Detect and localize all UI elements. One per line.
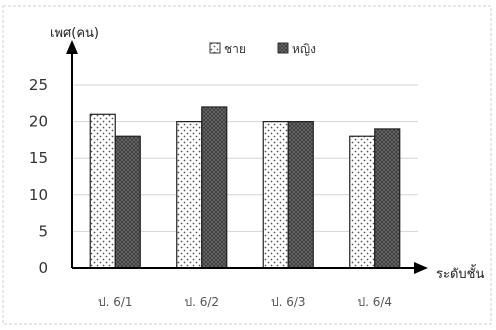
legend-label-female: หญิง	[292, 42, 316, 56]
legend-swatch-male	[209, 42, 221, 54]
bar-male	[349, 135, 376, 269]
x-category-label: ป. 6/2	[184, 295, 219, 309]
y-tick-label: 25	[29, 76, 48, 94]
bar-female	[114, 135, 141, 269]
chart-frame	[2, 5, 492, 325]
bar-male	[262, 120, 289, 269]
bar-male	[176, 120, 203, 269]
bar-female	[201, 106, 228, 269]
legend-swatch-female	[277, 42, 289, 54]
y-tick-label: 0	[38, 259, 48, 277]
y-axis-title: เพศ(คน)	[50, 26, 99, 41]
x-category-label: ป. 6/3	[271, 295, 306, 309]
y-axis-arrow-icon	[66, 40, 78, 54]
x-category-label: ป. 6/4	[357, 295, 392, 309]
x-category-label: ป. 6/1	[98, 295, 133, 309]
legend: ชาย หญิง	[209, 42, 316, 56]
bar-female	[287, 120, 314, 269]
x-axis-arrow-icon	[414, 262, 428, 274]
bars	[89, 106, 401, 269]
x-axis-title: ระดับชั้น	[436, 264, 484, 282]
bar-female	[374, 128, 401, 269]
x-axis-categories: ป. 6/1 ป. 6/2 ป. 6/3 ป. 6/4	[98, 295, 392, 309]
y-tick-label: 5	[38, 222, 48, 240]
legend-label-male: ชาย	[224, 42, 246, 56]
y-tick-label: 15	[29, 149, 48, 167]
bar-male	[89, 113, 116, 269]
y-axis-ticks: 0 5 10 15 20 25	[29, 76, 48, 277]
y-tick-label: 10	[29, 186, 48, 204]
y-tick-label: 20	[29, 113, 48, 131]
